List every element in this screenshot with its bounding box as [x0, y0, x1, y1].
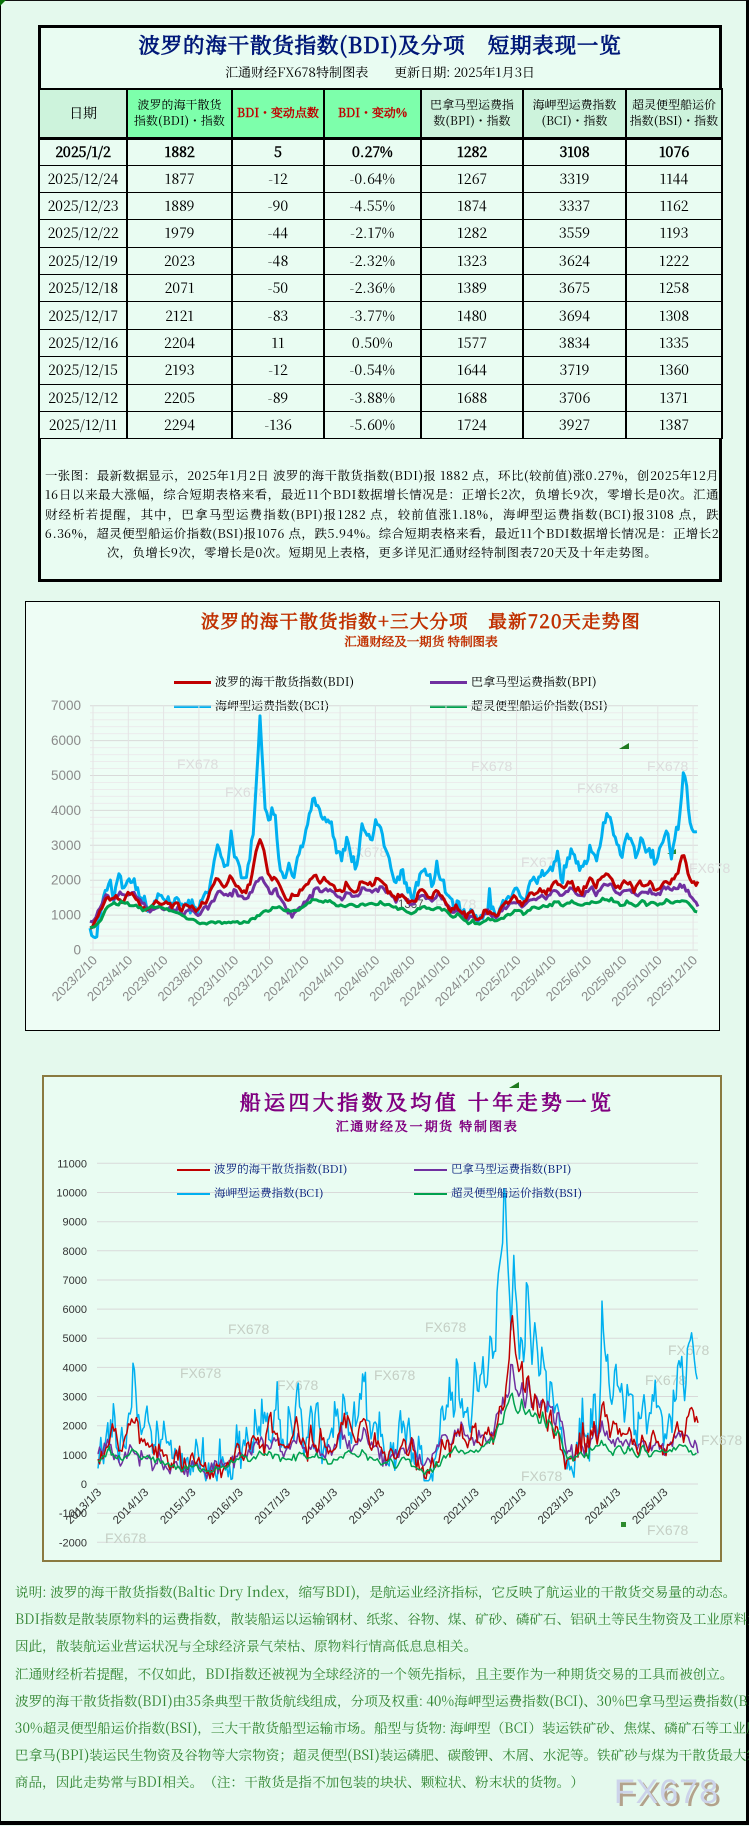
svg-text:FX678: FX678 [647, 1522, 688, 1538]
svg-text:FX678: FX678 [228, 1321, 269, 1337]
svg-text:2000: 2000 [63, 1421, 87, 1433]
svg-text:6000: 6000 [51, 733, 81, 748]
svg-text:2022/1/3: 2022/1/3 [489, 1487, 529, 1527]
svg-text:7000: 7000 [51, 698, 81, 713]
svg-text:FX678: FX678 [689, 860, 730, 876]
svg-text:1000: 1000 [51, 908, 81, 923]
svg-text:2020/1/3: 2020/1/3 [394, 1487, 434, 1527]
svg-text:2016/1/3: 2016/1/3 [206, 1487, 246, 1527]
svg-text:6000: 6000 [63, 1304, 87, 1316]
svg-text:2014/1/3: 2014/1/3 [111, 1487, 151, 1527]
svg-text:11000: 11000 [57, 1158, 87, 1170]
svg-text:FX678: FX678 [471, 758, 512, 774]
svg-text:FX678: FX678 [701, 1432, 742, 1448]
svg-text:1000: 1000 [63, 1450, 87, 1462]
svg-text:FX678: FX678 [577, 780, 618, 796]
svg-text:8000: 8000 [63, 1246, 87, 1258]
svg-text:2025/1/3: 2025/1/3 [630, 1487, 670, 1527]
svg-text:2019/1/3: 2019/1/3 [347, 1487, 387, 1527]
svg-text:0: 0 [81, 1479, 87, 1491]
svg-text:2021/1/3: 2021/1/3 [442, 1487, 482, 1527]
svg-text:FX678: FX678 [374, 1367, 415, 1383]
svg-text:FX678: FX678 [647, 758, 688, 774]
svg-text:FX678: FX678 [105, 1530, 146, 1546]
svg-text:-2000: -2000 [59, 1537, 87, 1549]
svg-text:2018/1/3: 2018/1/3 [300, 1487, 340, 1527]
svg-text:0: 0 [73, 943, 81, 958]
svg-text:4000: 4000 [63, 1362, 87, 1374]
svg-text:4000: 4000 [51, 803, 81, 818]
svg-text:5000: 5000 [63, 1333, 87, 1345]
svg-text:-1000: -1000 [59, 1508, 87, 1520]
svg-text:2017/1/3: 2017/1/3 [253, 1487, 293, 1527]
svg-text:3000: 3000 [51, 838, 81, 853]
svg-text:2023/1/3: 2023/1/3 [536, 1487, 576, 1527]
svg-text:FX678: FX678 [425, 1319, 466, 1335]
svg-text:FX678: FX678 [668, 1342, 709, 1358]
svg-text:FX678: FX678 [180, 1365, 221, 1381]
svg-text:FX678: FX678 [177, 756, 218, 772]
svg-text:FX678: FX678 [225, 784, 266, 800]
svg-text:10000: 10000 [56, 1188, 87, 1200]
svg-text:2024/1/3: 2024/1/3 [583, 1487, 623, 1527]
svg-text:7000: 7000 [63, 1275, 87, 1287]
svg-text:9000: 9000 [63, 1217, 87, 1229]
svg-text:3000: 3000 [63, 1392, 87, 1404]
svg-text:FX678: FX678 [346, 844, 387, 860]
svg-text:FX678: FX678 [521, 1468, 562, 1484]
svg-text:5000: 5000 [51, 768, 81, 783]
svg-text:2000: 2000 [51, 873, 81, 888]
svg-text:FX678: FX678 [645, 1372, 686, 1388]
svg-text:2013/1/3: 2013/1/3 [64, 1487, 104, 1527]
svg-text:2015/1/3: 2015/1/3 [158, 1487, 198, 1527]
